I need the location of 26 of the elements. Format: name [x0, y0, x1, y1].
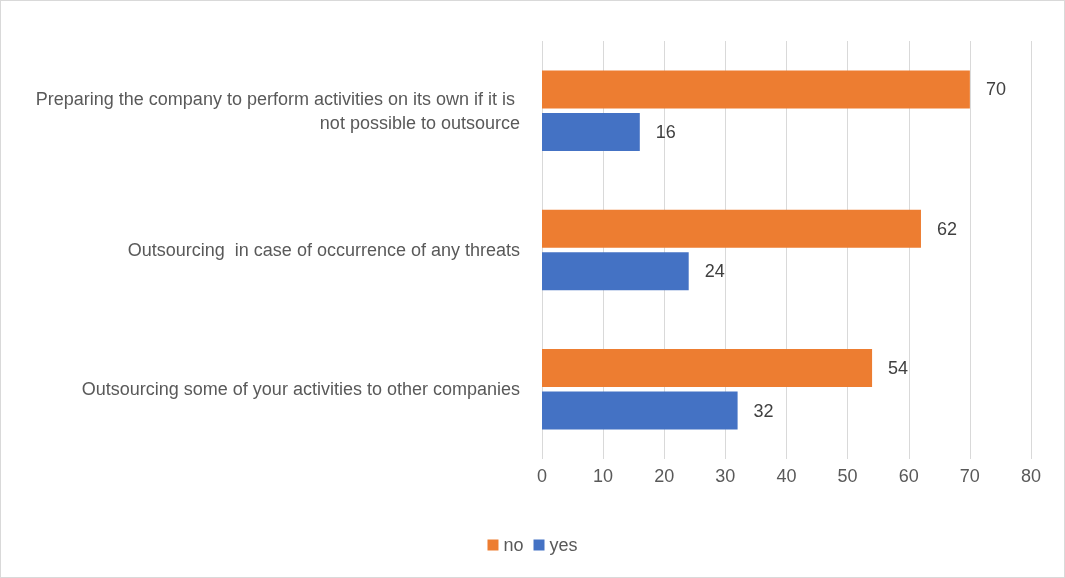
data-label: 54	[888, 358, 909, 379]
x-tick-label: 50	[837, 466, 858, 486]
x-tick-label: 10	[593, 466, 614, 486]
x-tick-label: 40	[776, 466, 797, 486]
legend-label: no	[503, 535, 524, 555]
x-tick-label: 20	[654, 466, 675, 486]
data-label: 62	[936, 218, 958, 239]
bar	[542, 112, 640, 151]
x-tick-label: 80	[1020, 466, 1042, 486]
data-label: 70	[985, 79, 1006, 100]
bar	[542, 391, 738, 430]
bar	[542, 349, 873, 388]
y-tick-label: Preparing the company to perform activities on its own if it is not possible to outsource	[35, 88, 520, 133]
legend-label: yes	[549, 535, 578, 555]
y-tick-label: Outsourcing some of your activities to other companies	[81, 379, 520, 400]
bar	[542, 209, 921, 248]
data-label: 16	[655, 121, 676, 142]
x-tick-label: 0	[536, 466, 548, 486]
x-tick-label: 30	[715, 466, 736, 486]
data-label: 32	[753, 400, 774, 421]
x-tick-label: 60	[898, 466, 919, 486]
y-tick-label: Outsourcing in case of occurrence of any threats	[127, 240, 520, 260]
bar	[542, 252, 689, 291]
data-label: 24	[704, 261, 725, 282]
bar	[542, 70, 970, 109]
x-tick-label: 70	[959, 466, 980, 486]
